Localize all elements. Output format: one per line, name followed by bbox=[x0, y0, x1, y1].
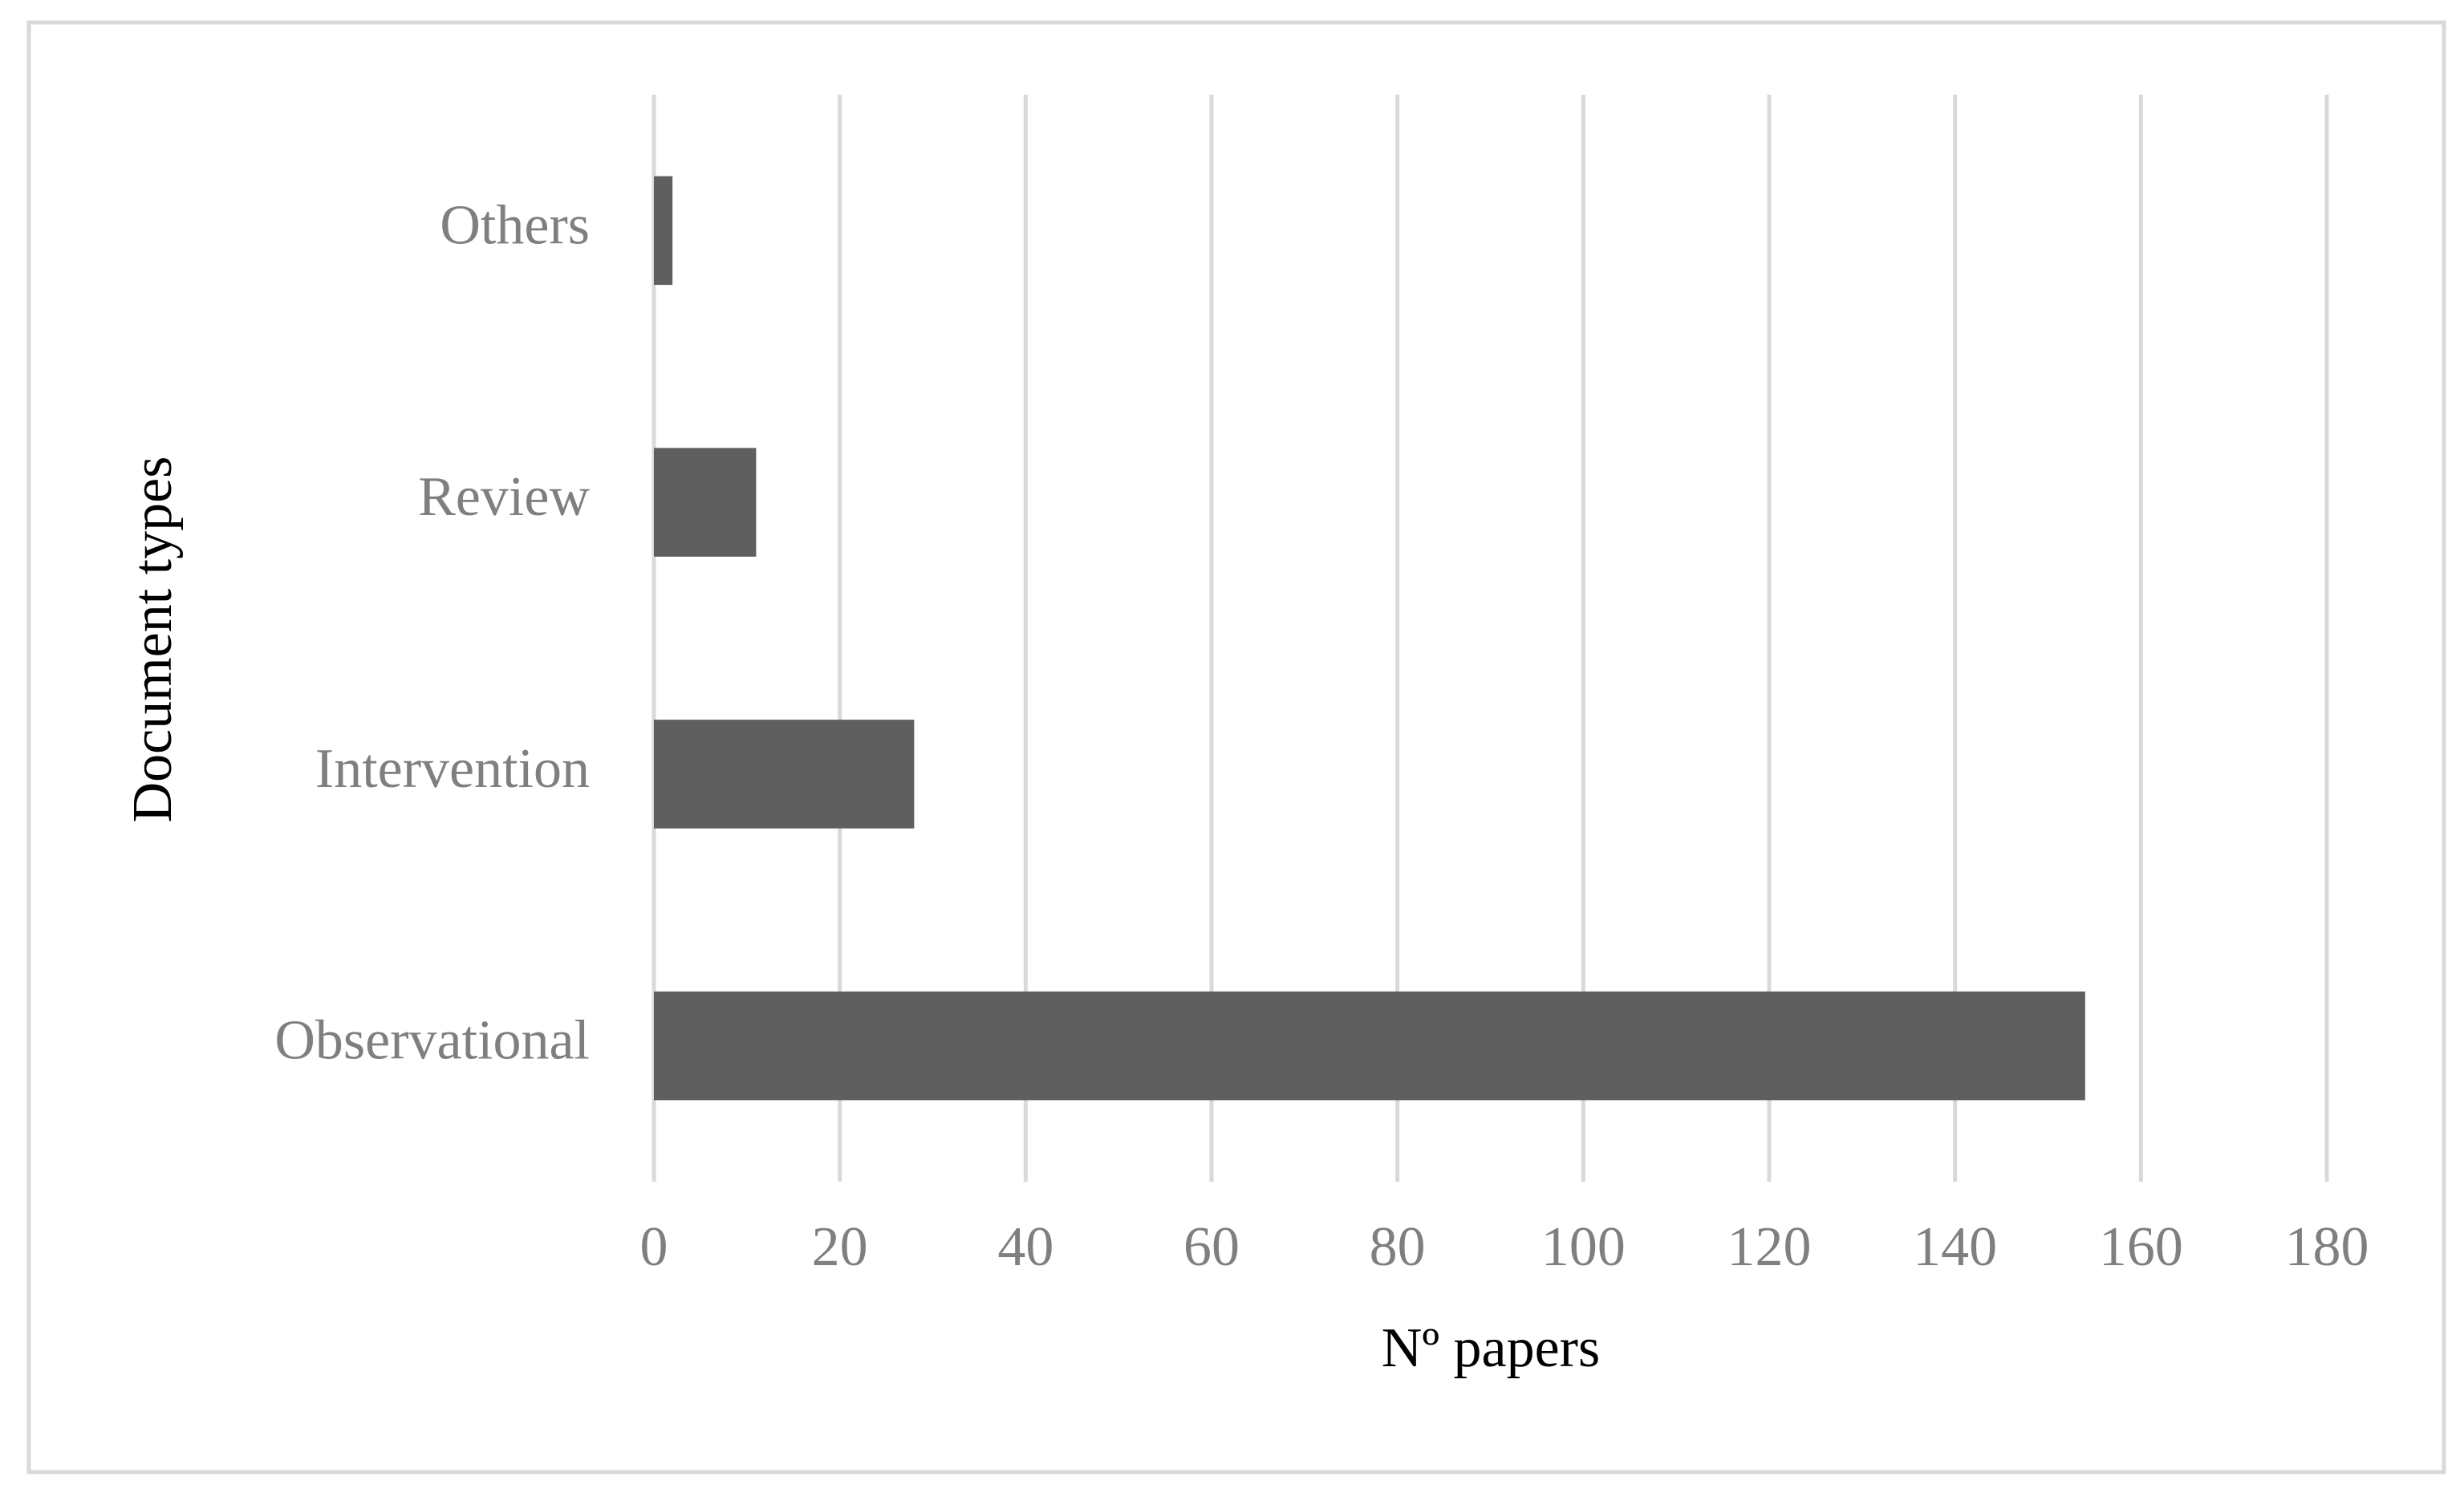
x-tick-label: 80 bbox=[1370, 1216, 1426, 1278]
x-tick-label: 120 bbox=[1727, 1216, 1812, 1278]
x-tick-label: 160 bbox=[2099, 1216, 2183, 1278]
plot-area: 0 20 40 60 80 100 120 140 160 180 Others Review Inte… bbox=[274, 95, 2369, 1278]
bar bbox=[654, 176, 673, 286]
x-tick-label: 0 bbox=[640, 1216, 668, 1278]
x-axis-title: Nº papers bbox=[1382, 1317, 1600, 1379]
x-tick-label: 140 bbox=[1913, 1216, 1997, 1278]
x-tick-label: 20 bbox=[812, 1216, 868, 1278]
x-tick-label: 100 bbox=[1541, 1216, 1626, 1278]
x-tick-label: 180 bbox=[2285, 1216, 2369, 1278]
y-tick-label: Observational bbox=[274, 1010, 590, 1072]
y-tick-label: Intervention bbox=[315, 738, 590, 800]
y-tick-label: Review bbox=[418, 466, 590, 528]
bar bbox=[654, 991, 2085, 1101]
y-axis-title: Document types bbox=[122, 456, 184, 823]
x-tick-label: 60 bbox=[1183, 1216, 1240, 1278]
bar bbox=[654, 720, 915, 829]
x-tick-label: 40 bbox=[997, 1216, 1053, 1278]
bar bbox=[654, 448, 757, 557]
chart-frame bbox=[26, 20, 2446, 1475]
y-tick-label: Others bbox=[440, 194, 590, 256]
